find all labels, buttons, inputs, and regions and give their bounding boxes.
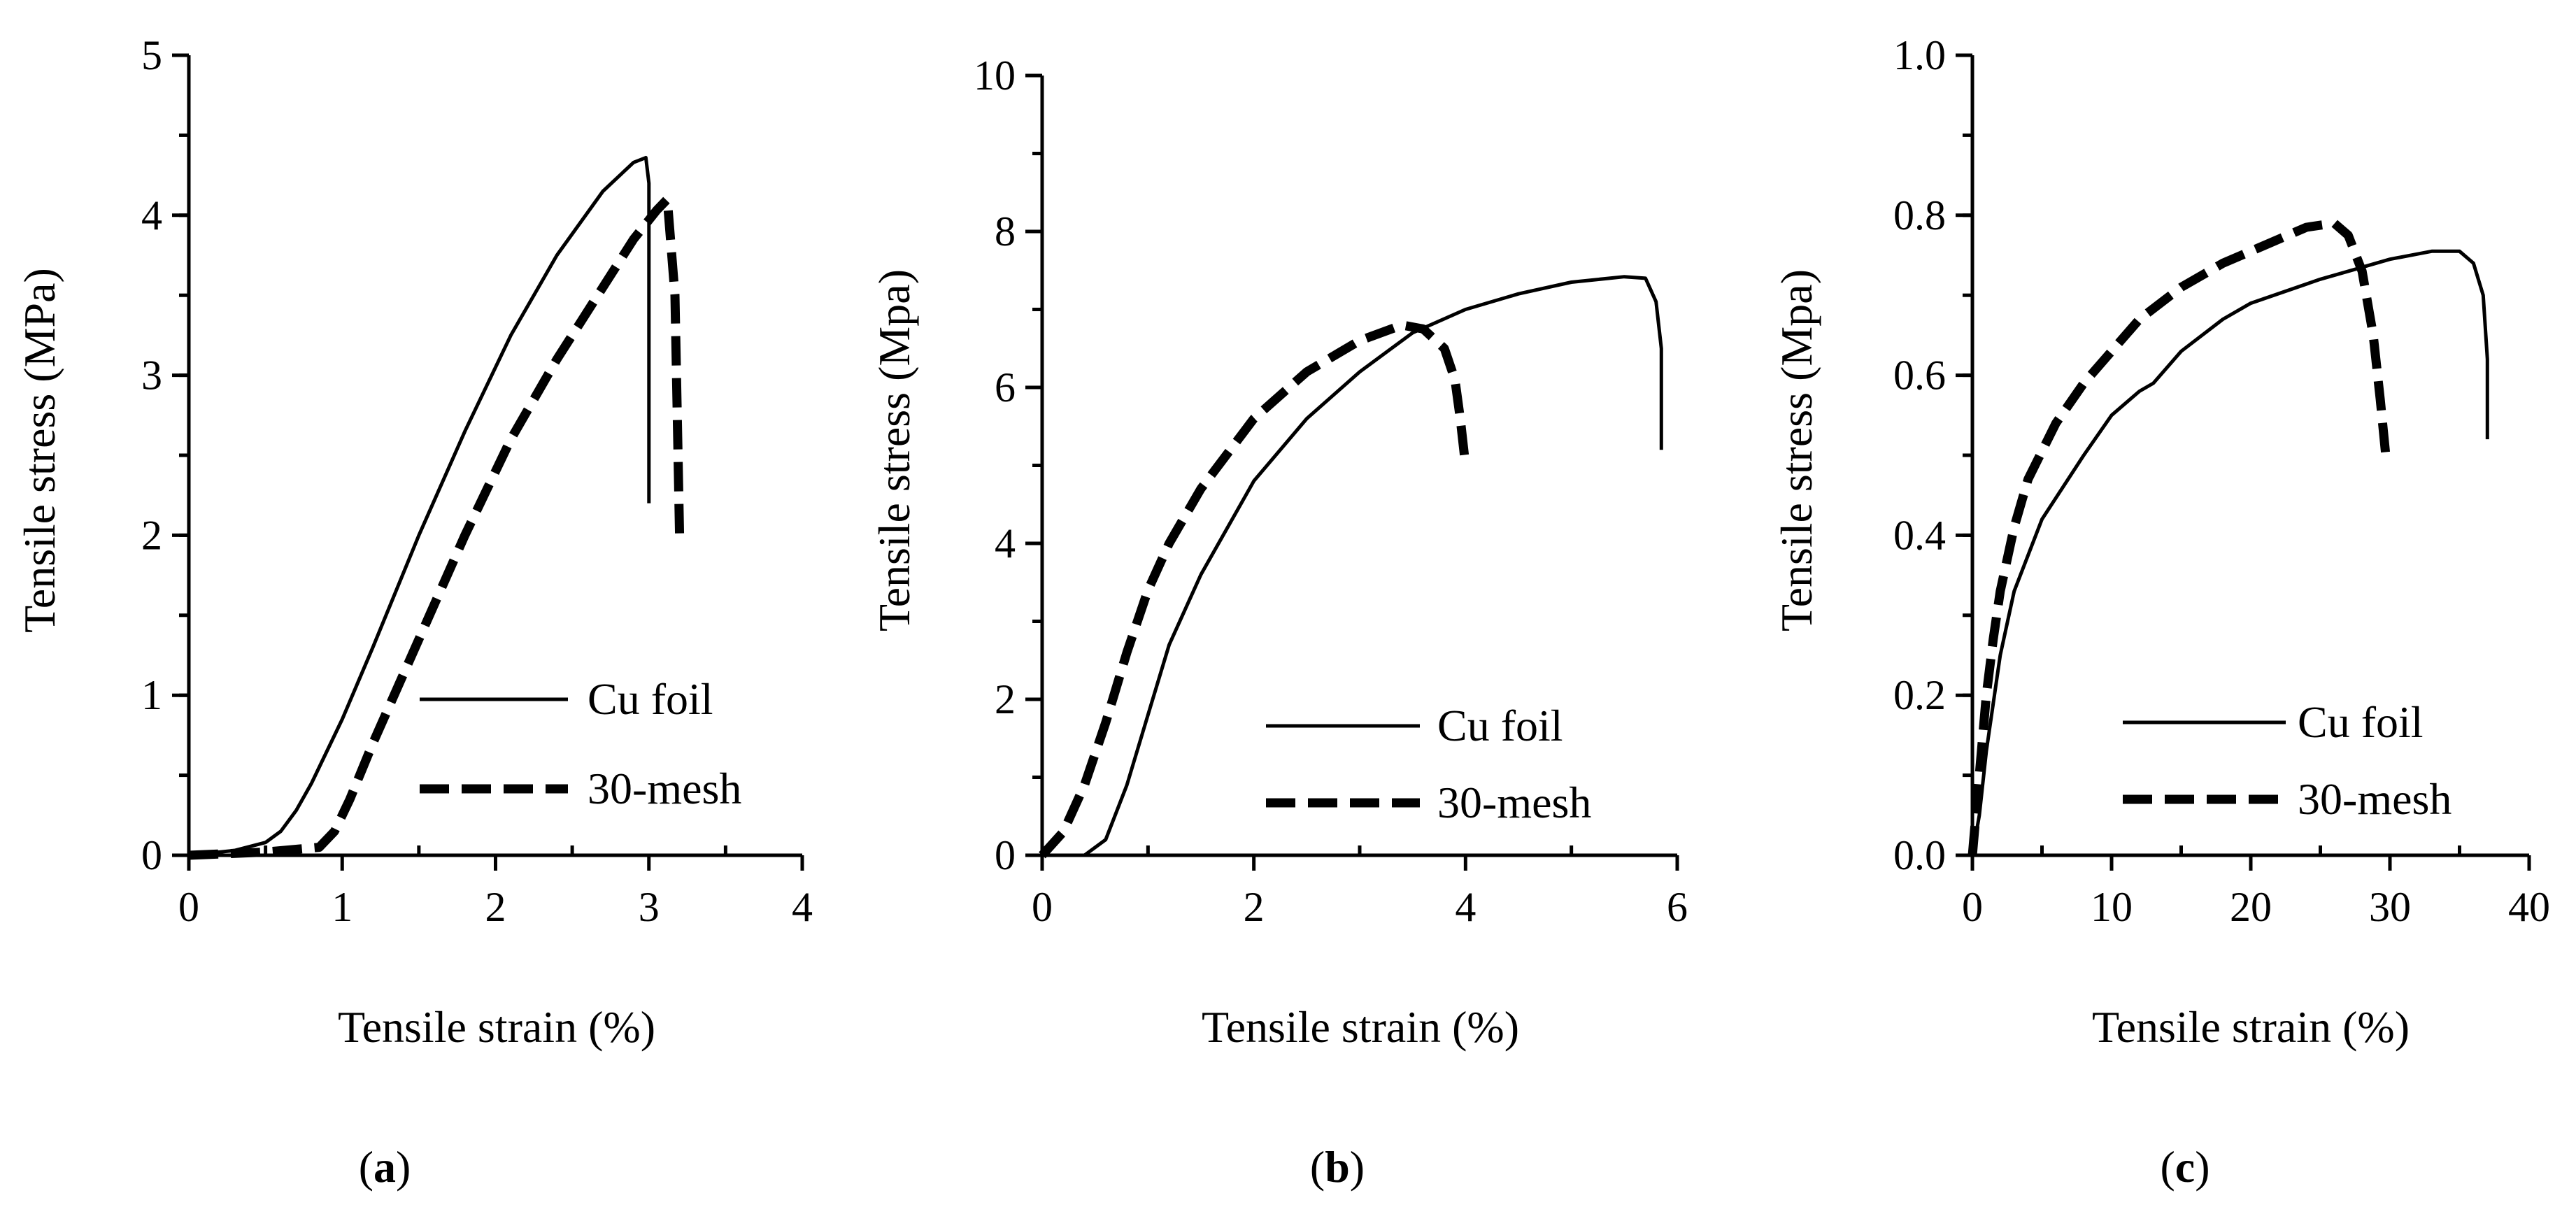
panel-a-label: (a) <box>359 1142 411 1192</box>
panel-b-y-tick-label: 4 <box>995 520 1016 566</box>
panel-c-y-tick-label: 1.0 <box>1893 32 1946 78</box>
panel-b-y-tick-label: 8 <box>995 208 1016 255</box>
panel-a-series-cu-foil <box>188 155 651 857</box>
panel-a-y-tick-label: 1 <box>141 672 162 718</box>
panel-c-y-tick-label: 0.4 <box>1893 512 1946 558</box>
panel-c: Tensile stress (Mpa) Tensile strain (%) … <box>1772 32 2550 1192</box>
panel-c-series-30-mesh <box>1967 218 2391 856</box>
panel-b-y-tick-label: 6 <box>995 364 1016 410</box>
panel-c-y-tick-label: 0.8 <box>1893 192 1946 238</box>
panel-c-x-axis-title: Tensile strain (%) <box>2092 1002 2410 1052</box>
panel-b-series-30-mesh <box>1039 320 1470 859</box>
panel-c-x-tick-label: 40 <box>2508 884 2550 930</box>
panel-a-x-tick-label: 0 <box>178 884 199 930</box>
panel-c-legend-label-cu-foil: Cu foil <box>2298 697 2424 747</box>
panel-b-x-axis-title: Tensile strain (%) <box>1202 1002 1519 1052</box>
panel-c-label-letter: c <box>2175 1142 2195 1192</box>
panel-c-x-tick-label: 10 <box>2091 884 2133 930</box>
panel-b-x-tick-label: 4 <box>1455 884 1476 930</box>
panel-b-y-tick-label: 2 <box>995 676 1016 722</box>
panel-b-legend-label-30-mesh: 30-mesh <box>1437 778 1591 827</box>
panel-c-x-tick-label: 20 <box>2230 884 2272 930</box>
panel-c-y-tick-label: 0.6 <box>1893 352 1946 399</box>
panel-a-x-tick-label: 3 <box>639 884 660 930</box>
panel-a: Tensile stress (MPa) Tensile strain (%) … <box>15 32 813 1192</box>
panel-b-x-tick-label: 0 <box>1032 884 1053 930</box>
panel-a-y-tick-label: 4 <box>141 192 162 238</box>
panel-b-x-tick-label: 6 <box>1667 884 1688 930</box>
panel-b-series-cu-foil <box>1042 275 1663 857</box>
panel-a-y-tick-label: 0 <box>141 832 162 878</box>
panel-a-x-tick-label: 1 <box>332 884 353 930</box>
panel-a-series-30-mesh <box>188 194 685 860</box>
panel-a-y-tick-label: 2 <box>141 512 162 558</box>
panel-b-label: (b) <box>1310 1142 1365 1192</box>
panel-c-x-tick-label: 0 <box>1962 884 1983 930</box>
panel-a-x-tick-label: 2 <box>485 884 506 930</box>
panel-c-series-cu-foil <box>1970 249 2489 856</box>
panel-a-legend-label-30-mesh: 30-mesh <box>588 764 741 813</box>
panel-b-legend-label-cu-foil: Cu foil <box>1437 701 1563 750</box>
panel-c-x-tick-label: 30 <box>2369 884 2411 930</box>
panel-a-label-letter: a <box>373 1142 396 1192</box>
panel-b: Tensile stress (Mpa) Tensile strain (%) … <box>869 52 1688 1192</box>
panel-b-label-letter: b <box>1325 1142 1350 1192</box>
panel-a-x-tick-label: 4 <box>792 884 813 930</box>
panel-a-y-tick-label: 3 <box>141 352 162 399</box>
panel-b-y-tick-label: 10 <box>974 52 1016 99</box>
panel-c-y-axis-title: Tensile stress (Mpa) <box>1772 269 1821 631</box>
panel-c-label: (c) <box>2160 1142 2209 1192</box>
panel-c-y-tick-label: 0.0 <box>1893 832 1946 878</box>
panel-c-legend-label-30-mesh: 30-mesh <box>2298 774 2452 824</box>
panel-b-x-tick-label: 2 <box>1244 884 1265 930</box>
panel-a-y-axis-title: Tensile stress (MPa) <box>15 268 64 633</box>
panel-b-y-axis-title: Tensile stress (Mpa) <box>869 269 919 631</box>
panel-a-legend-label-cu-foil: Cu foil <box>588 674 713 724</box>
panel-c-y-tick-label: 0.2 <box>1893 672 1946 718</box>
panel-a-y-tick-label: 5 <box>141 32 162 78</box>
panel-a-x-axis-title: Tensile strain (%) <box>338 1002 655 1052</box>
panel-b-y-tick-label: 0 <box>995 832 1016 878</box>
